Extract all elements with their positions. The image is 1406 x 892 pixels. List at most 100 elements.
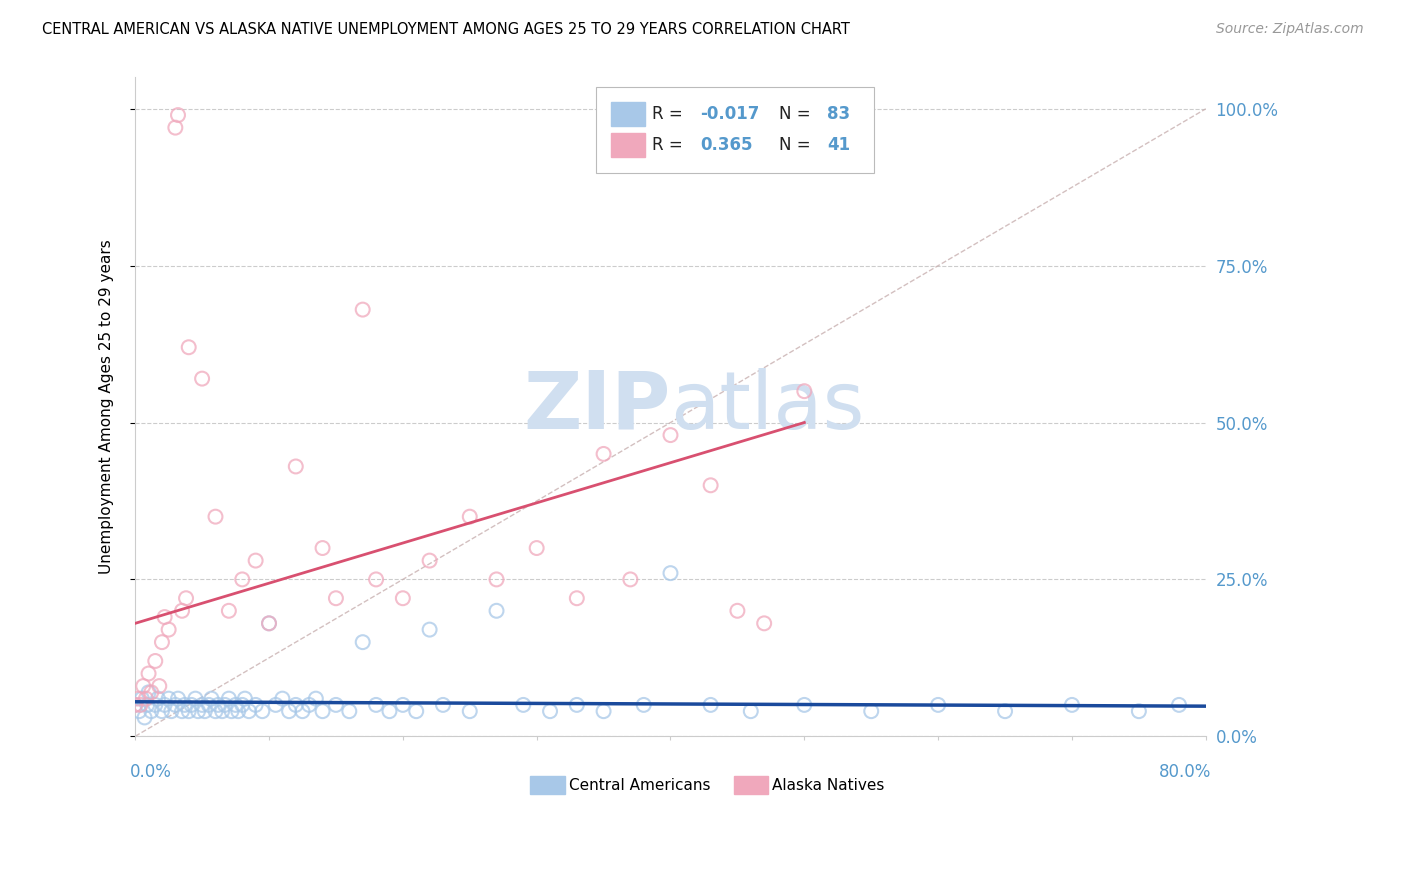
Point xyxy=(619,573,641,587)
Point xyxy=(198,698,221,712)
Point xyxy=(191,698,214,712)
Point xyxy=(458,509,481,524)
Point xyxy=(1128,704,1150,718)
Point xyxy=(157,691,180,706)
Point xyxy=(927,698,949,712)
Point xyxy=(392,591,415,606)
Point xyxy=(231,698,253,712)
Point xyxy=(141,685,163,699)
Point xyxy=(165,698,187,712)
FancyBboxPatch shape xyxy=(596,87,875,173)
Point xyxy=(124,698,146,712)
Point xyxy=(278,704,301,718)
Point xyxy=(180,698,202,712)
Point xyxy=(725,604,748,618)
Point xyxy=(150,635,173,649)
Point xyxy=(364,573,387,587)
Text: N =: N = xyxy=(779,104,815,123)
Point xyxy=(177,340,200,354)
Point xyxy=(174,591,197,606)
Point xyxy=(860,704,883,718)
Point xyxy=(129,698,152,712)
Text: atlas: atlas xyxy=(671,368,865,446)
Point xyxy=(565,698,588,712)
Point xyxy=(311,541,333,555)
Point xyxy=(284,698,307,712)
Point xyxy=(170,704,193,718)
Text: R =: R = xyxy=(652,136,689,154)
Point xyxy=(284,459,307,474)
Point xyxy=(134,710,156,724)
Point xyxy=(138,666,160,681)
Point xyxy=(177,704,200,718)
Point xyxy=(204,704,226,718)
Point xyxy=(311,704,333,718)
Point xyxy=(225,698,247,712)
Point xyxy=(699,698,721,712)
Point xyxy=(699,478,721,492)
Point xyxy=(211,704,233,718)
Point xyxy=(157,623,180,637)
Point xyxy=(994,704,1017,718)
Text: 0.0%: 0.0% xyxy=(129,763,172,780)
Point xyxy=(167,108,190,122)
Point xyxy=(131,691,153,706)
Point xyxy=(337,704,360,718)
Point xyxy=(245,553,267,567)
Point xyxy=(485,604,508,618)
Point xyxy=(218,604,240,618)
Point xyxy=(124,698,146,712)
Point xyxy=(378,704,401,718)
Point xyxy=(127,691,149,706)
Point xyxy=(143,698,166,712)
Text: R =: R = xyxy=(652,104,689,123)
Point xyxy=(305,691,328,706)
Point xyxy=(153,698,176,712)
Text: Central Americans: Central Americans xyxy=(569,778,710,793)
Text: 41: 41 xyxy=(827,136,851,154)
Point xyxy=(1060,698,1083,712)
Point xyxy=(170,604,193,618)
Point xyxy=(150,704,173,718)
Point xyxy=(252,704,274,718)
Point xyxy=(153,610,176,624)
Point xyxy=(128,704,150,718)
Point xyxy=(148,679,170,693)
Point xyxy=(754,616,776,631)
Point xyxy=(146,691,169,706)
Point xyxy=(165,120,187,135)
Point xyxy=(184,691,207,706)
Point xyxy=(135,691,157,706)
Point xyxy=(138,685,160,699)
Point xyxy=(458,704,481,718)
Point xyxy=(659,566,682,581)
Point xyxy=(231,573,253,587)
Point xyxy=(793,698,815,712)
Y-axis label: Unemployment Among Ages 25 to 29 years: Unemployment Among Ages 25 to 29 years xyxy=(100,239,114,574)
Point xyxy=(364,698,387,712)
Point xyxy=(221,704,243,718)
Point xyxy=(1168,698,1191,712)
Point xyxy=(538,704,561,718)
Point xyxy=(352,302,374,317)
Text: 83: 83 xyxy=(827,104,851,123)
Point xyxy=(257,616,280,631)
Text: CENTRAL AMERICAN VS ALASKA NATIVE UNEMPLOYMENT AMONG AGES 25 TO 29 YEARS CORRELA: CENTRAL AMERICAN VS ALASKA NATIVE UNEMPL… xyxy=(42,22,851,37)
Point xyxy=(207,698,229,712)
FancyBboxPatch shape xyxy=(734,776,768,794)
Text: N =: N = xyxy=(779,136,815,154)
Point xyxy=(592,447,614,461)
Point xyxy=(194,704,217,718)
Point xyxy=(298,698,321,712)
Point xyxy=(238,704,260,718)
FancyBboxPatch shape xyxy=(610,134,645,157)
Point xyxy=(191,371,214,385)
Point xyxy=(565,591,588,606)
Point xyxy=(405,704,427,718)
Point xyxy=(419,553,441,567)
Point xyxy=(264,698,287,712)
Point xyxy=(245,698,267,712)
Point xyxy=(291,704,314,718)
Point xyxy=(325,591,347,606)
Text: 0.365: 0.365 xyxy=(700,136,754,154)
